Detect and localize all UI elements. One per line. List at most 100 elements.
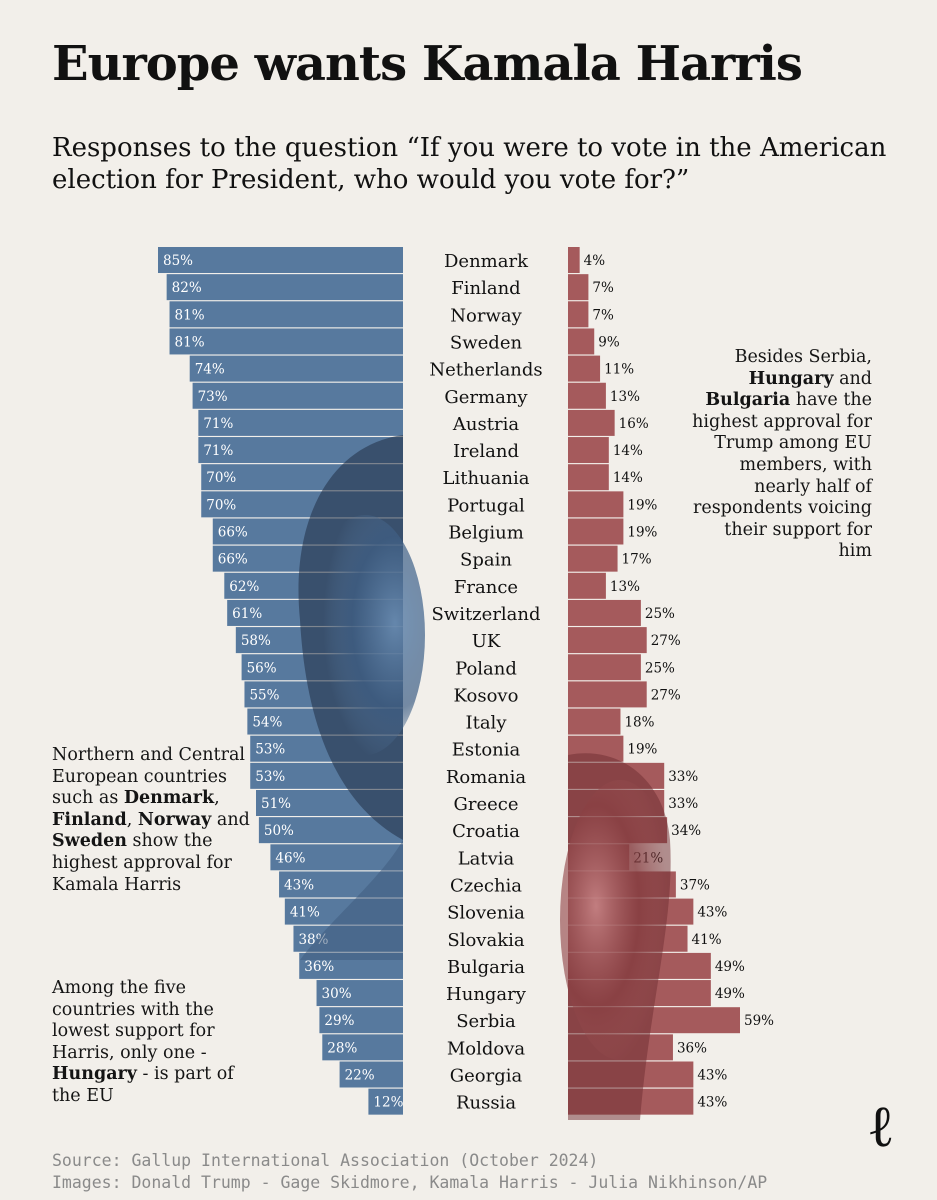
harris-value-label: 36% <box>304 959 334 975</box>
trump-value-label: 19% <box>627 525 657 541</box>
country-label: Poland <box>455 658 517 679</box>
country-label: Georgia <box>450 1066 523 1087</box>
trump-value-label: 11% <box>604 362 634 378</box>
trump-bar-spain <box>568 545 618 572</box>
country-label: Switzerland <box>431 604 540 625</box>
trump-value-label: 37% <box>680 877 710 893</box>
harris-value-label: 46% <box>275 850 305 866</box>
footer: Source: Gallup International Association… <box>52 1150 767 1194</box>
annotation-text: Besides Serbia, <box>734 347 872 367</box>
trump-value-label: 19% <box>627 742 657 758</box>
trump-bar-netherlands <box>568 355 601 382</box>
harris-bar-denmark <box>158 247 403 273</box>
harris-bar-sweden <box>169 328 403 355</box>
trump-value-label: 7% <box>592 280 614 296</box>
harris-bar-georgia <box>339 1061 403 1088</box>
harris-value-label: 28% <box>327 1040 357 1056</box>
country-label: Slovakia <box>447 930 524 951</box>
harris-value-label: 71% <box>203 443 233 459</box>
trump-value-label: 16% <box>619 416 649 432</box>
country-label: France <box>454 577 518 598</box>
annotation-text: show the highest approval for Kamala Har… <box>52 831 232 895</box>
harris-value-label: 74% <box>195 362 225 378</box>
image-credit: Images: Donald Trump - Gage Skidmore, Ka… <box>52 1173 768 1192</box>
harris-value-label: 22% <box>345 1068 375 1084</box>
country-label: Ireland <box>453 441 519 462</box>
trump-bar-sweden <box>568 328 595 355</box>
harris-value-label: 70% <box>206 470 236 486</box>
diverging-bar-chart: 85% 82% 81% 81% 74% 73% 71% 71% 70% 70% 66% 66% 62% 6… <box>158 247 774 1120</box>
country-label: Romania <box>446 767 527 788</box>
country-label: Estonia <box>452 740 521 761</box>
harris-value-label: 66% <box>218 552 248 568</box>
harris-value-label: 56% <box>247 660 277 676</box>
harris-value-label: 82% <box>172 280 202 296</box>
harris-value-label: 85% <box>163 253 193 269</box>
publisher-logo: ℓ <box>870 1092 892 1160</box>
page-subtitle: Responses to the question “If you were t… <box>52 133 887 195</box>
country-label: Denmark <box>444 251 529 272</box>
kamala-harris-portrait <box>298 435 425 960</box>
trump-value-label: 27% <box>651 633 681 649</box>
trump-bar-austria <box>568 409 615 436</box>
country-label: Austria <box>452 414 519 435</box>
country-label: Finland <box>451 278 520 299</box>
trump-bar-switzerland <box>568 599 641 626</box>
country-label: Bulgaria <box>447 957 525 978</box>
harris-value-label: 51% <box>261 796 291 812</box>
country-label: Slovenia <box>447 903 525 924</box>
country-label: Sweden <box>450 332 523 353</box>
harris-value-label: 54% <box>252 715 282 731</box>
trump-value-label: 36% <box>677 1040 707 1056</box>
harris-value-label: 62% <box>229 579 259 595</box>
country-label: Hungary <box>446 984 527 1005</box>
annotation-bold: Sweden <box>52 831 127 852</box>
country-label: Belgium <box>448 523 524 544</box>
harris-bar-austria <box>198 409 403 436</box>
harris-bar-netherlands <box>189 355 403 382</box>
annotation-text: have the highest approval for Trump amon… <box>692 390 872 562</box>
annotation-text: Northern and Central European countries … <box>52 745 245 809</box>
harris-value-label: 71% <box>203 416 233 432</box>
country-label: Portugal <box>447 495 525 516</box>
harris-value-label: 81% <box>175 307 205 323</box>
trump-value-label: 17% <box>622 552 652 568</box>
harris-bar-norway <box>169 301 403 328</box>
trump-bar-ireland <box>568 437 609 464</box>
trump-value-label: 25% <box>645 660 675 676</box>
annotation-bold: Norway <box>137 809 212 830</box>
trump-value-label: 43% <box>697 905 727 921</box>
annotation-text: and <box>833 368 872 389</box>
harris-bar-finland <box>166 274 403 301</box>
harris-value-label: 73% <box>198 389 228 405</box>
trump-bar-denmark <box>568 247 580 273</box>
trump-bar-kosovo <box>568 681 647 708</box>
trump-value-label: 34% <box>671 823 701 839</box>
harris-value-label: 66% <box>218 525 248 541</box>
trump-value-label: 49% <box>715 959 745 975</box>
harris-value-label: 12% <box>373 1095 403 1111</box>
country-label: Kosovo <box>454 685 519 706</box>
harris-bar-moldova <box>322 1034 403 1061</box>
trump-value-label: 7% <box>592 307 614 323</box>
trump-value-label: 4% <box>584 253 606 269</box>
country-label: Greece <box>453 794 518 815</box>
trump-value-label: 13% <box>610 579 640 595</box>
country-label: Spain <box>460 550 512 571</box>
trump-bar-poland <box>568 654 641 681</box>
trump-bar-italy <box>568 708 621 735</box>
harris-value-label: 55% <box>249 687 279 703</box>
trump-bar-uk <box>568 627 647 654</box>
country-label: Croatia <box>452 821 520 842</box>
page-title: Europe wants Kamala Harris <box>52 36 803 92</box>
harris-value-label: 43% <box>284 877 314 893</box>
trump-bar-germany <box>568 382 606 409</box>
annotation-bold: Hungary <box>52 1064 137 1085</box>
trump-bar-portugal <box>568 491 624 518</box>
country-label: Czechia <box>450 875 522 896</box>
harris-bar-serbia <box>319 1007 403 1034</box>
annotation-harris-lowest: Among the five countries with the lowest… <box>52 978 252 1108</box>
trump-bar-norway <box>568 301 589 328</box>
harris-value-label: 61% <box>232 606 262 622</box>
harris-bar-germany <box>192 382 403 409</box>
